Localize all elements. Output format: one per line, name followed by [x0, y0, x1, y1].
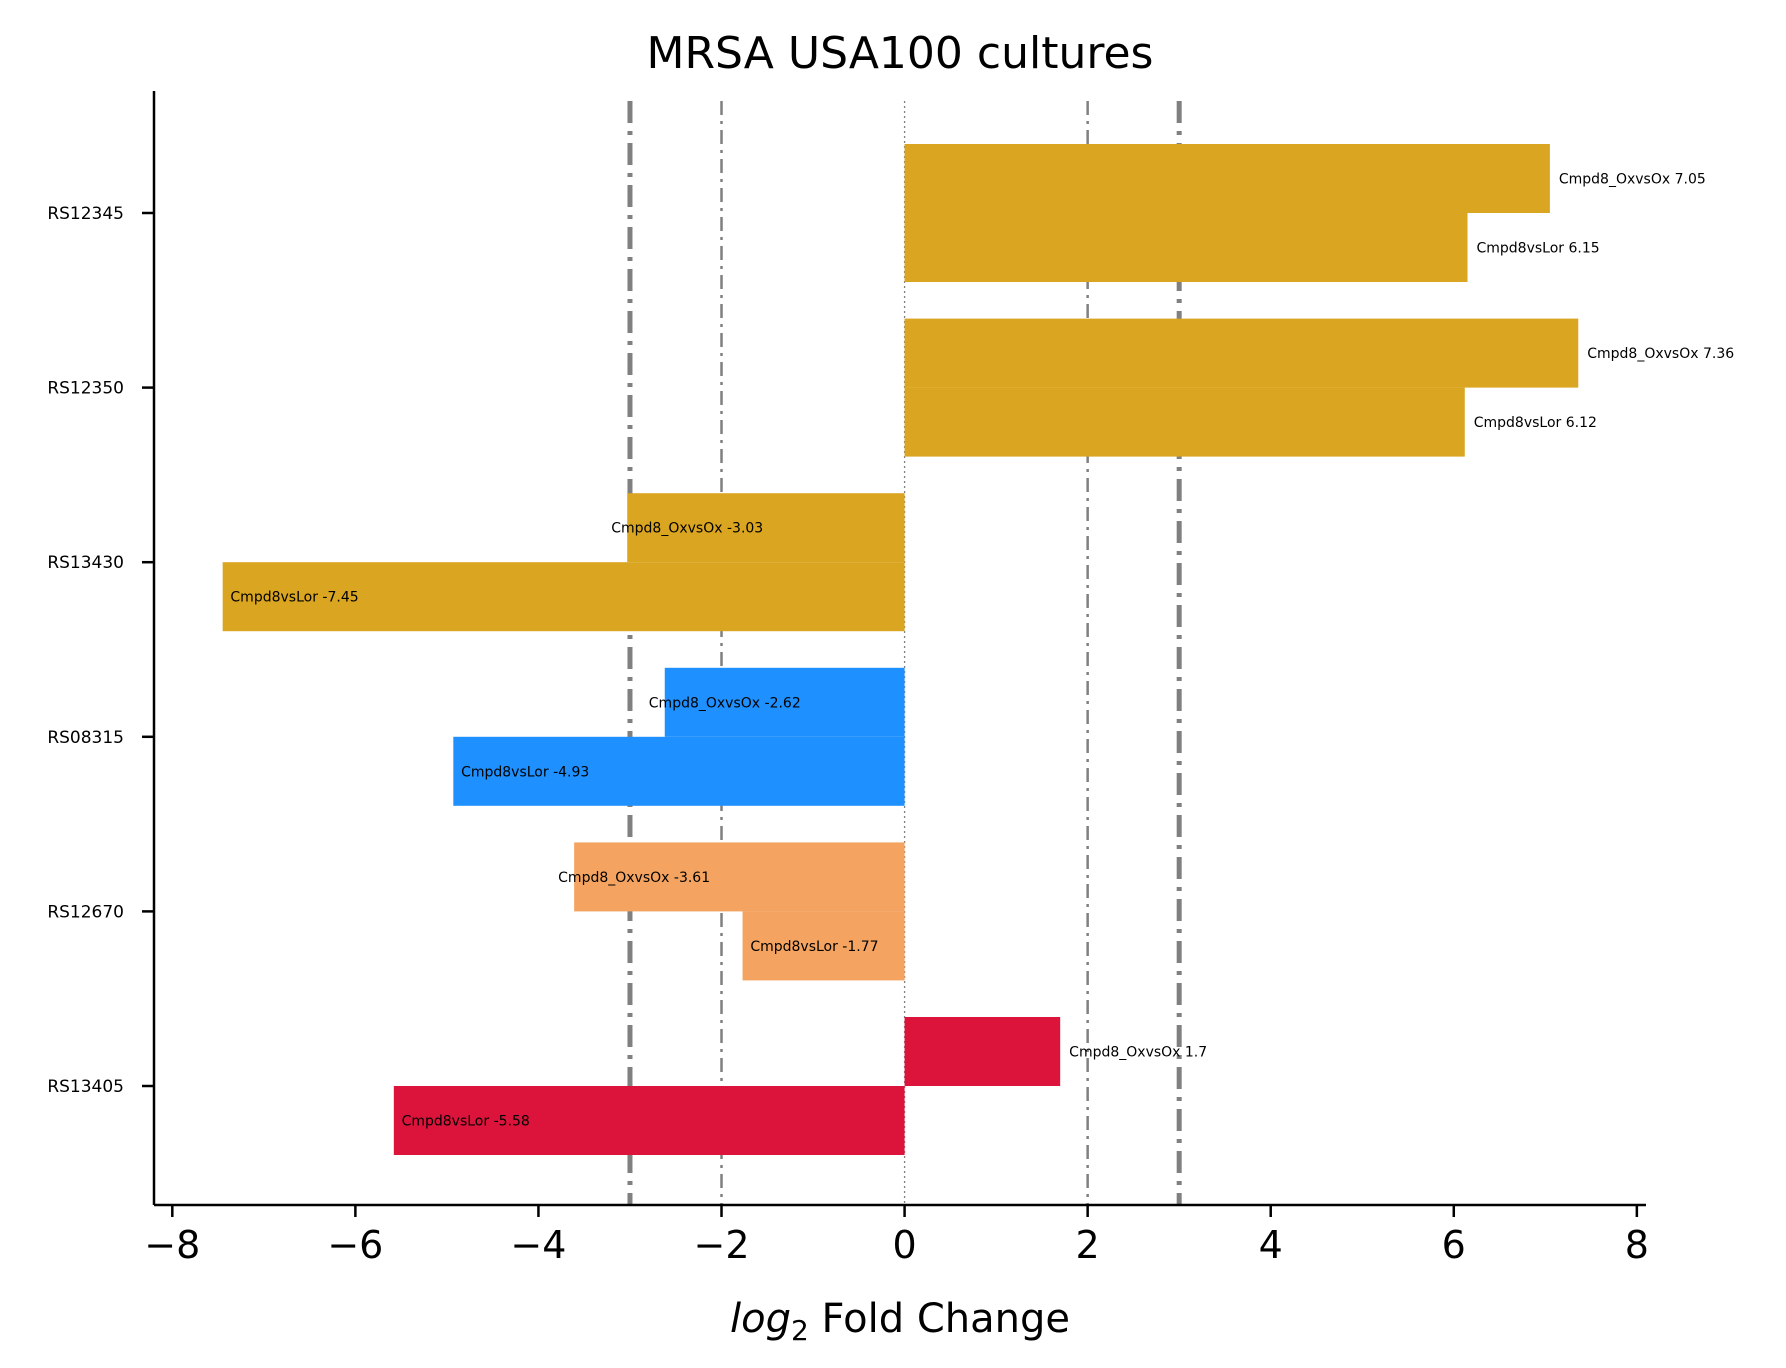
y-tick-label: RS12350: [47, 379, 124, 399]
bar-label: Cmpd8vsLor 6.15: [1477, 241, 1600, 257]
x-tick-label: 0: [892, 1223, 916, 1267]
bar: [627, 493, 905, 563]
y-tick-label: RS12670: [47, 902, 124, 922]
bar: [453, 736, 905, 806]
x-axis-label-text: Fold Change: [809, 1296, 1070, 1342]
y-tick-label: RS12345: [47, 204, 124, 224]
axes: [152, 91, 1646, 1207]
x-tick-label: 8: [1625, 1223, 1649, 1267]
x-tick-label: −4: [510, 1223, 566, 1267]
x-tick-label: −6: [327, 1223, 383, 1267]
x-tick-label: 4: [1259, 1223, 1283, 1267]
bar-label: Cmpd8_OxvsOx -2.62: [649, 695, 801, 711]
chart-title: MRSA USA100 cultures: [647, 28, 1154, 79]
x-axis-label: log2 Fold Change: [730, 1296, 1070, 1347]
bar-label: Cmpd8_OxvsOx 1.7: [1069, 1045, 1207, 1061]
bar-label: Cmpd8_OxvsOx -3.03: [611, 521, 763, 537]
bar: [742, 911, 905, 981]
x-tick-label: 6: [1442, 1223, 1466, 1267]
bar: [904, 144, 1550, 213]
bar: [574, 842, 905, 912]
bars: Cmpd8_OxvsOx 7.05 Cmpd8vsLor 6.15 Cmpd8_Ox…: [222, 144, 1734, 1155]
bar-label: Cmpd8vsLor 6.12: [1474, 415, 1597, 431]
x-tick-label: −2: [693, 1223, 749, 1267]
bar: [222, 562, 905, 632]
bar-label: Cmpd8_OxvsOx 7.36: [1587, 346, 1734, 362]
bar: [904, 318, 1579, 388]
bar-label: Cmpd8vsLor -7.45: [230, 590, 358, 606]
bar: [904, 213, 1468, 282]
y-tick-label: RS13405: [47, 1077, 124, 1097]
x-axis-label-log: log: [730, 1296, 791, 1342]
x-ticks: −8 −6 −4 −2 0 2 4 6 8: [144, 1205, 1649, 1267]
x-axis-label-subscript: 2: [791, 1314, 809, 1347]
bar-label: Cmpd8vsLor -4.93: [461, 764, 589, 780]
bar-label: Cmpd8vsLor -1.77: [750, 939, 878, 955]
bar: [904, 1017, 1061, 1086]
bar-label: Cmpd8_OxvsOx -3.61: [558, 870, 710, 886]
x-tick-label: −8: [144, 1223, 200, 1267]
y-tick-label: RS13430: [47, 553, 124, 573]
x-tick-label: 2: [1076, 1223, 1100, 1267]
y-ticks: RS12345 RS12350 RS13430 RS08315 RS12670 RS134…: [47, 204, 154, 1097]
bar: [393, 1086, 905, 1155]
bar: [904, 387, 1465, 457]
y-tick-label: RS08315: [47, 728, 124, 748]
bar-label: Cmpd8_OxvsOx 7.05: [1559, 172, 1706, 188]
bar-label: Cmpd8vsLor -5.58: [402, 1114, 530, 1130]
bar: [664, 667, 905, 737]
